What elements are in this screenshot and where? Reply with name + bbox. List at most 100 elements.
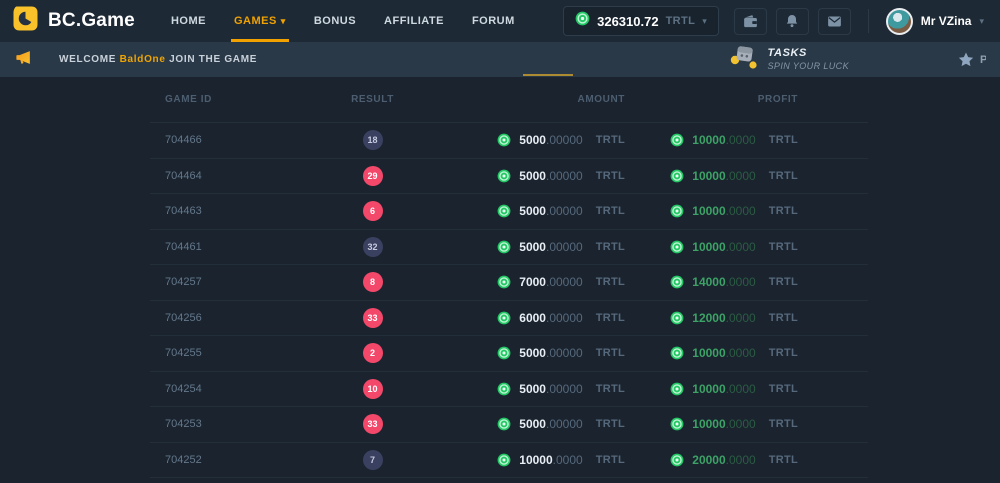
currency-label: TRTL <box>595 382 625 395</box>
result-badge: 10 <box>362 378 383 399</box>
coin-icon <box>670 346 684 360</box>
coin-icon <box>497 240 511 254</box>
megaphone-icon <box>14 48 33 72</box>
profit-integer: 10000 <box>692 204 726 219</box>
table-row[interactable]: 704464 29 5000.00000 TRTL 10000.0000 TRT… <box>150 159 868 194</box>
table-row[interactable]: 704463 6 5000.00000 TRTL 10000.0000 TRTL <box>150 194 868 230</box>
profit-cell: 10000.0000 TRTL <box>625 204 798 218</box>
amount-decimals: .00000 <box>545 310 583 325</box>
amount-cell: 10000.0000 TRTL <box>430 453 625 467</box>
result-badge: 32 <box>362 236 383 257</box>
amount-integer: 7000 <box>519 275 546 290</box>
coin-icon <box>497 275 511 289</box>
amount-cell: 5000.00000 TRTL <box>430 382 625 396</box>
profit-cell: 20000.0000 TRTL <box>625 453 798 467</box>
coin-icon <box>497 417 511 431</box>
currency-label: TRTL <box>768 169 798 182</box>
coin-icon <box>497 133 511 147</box>
profit-cell: 10000.0000 TRTL <box>625 133 798 147</box>
profit-cell: 10000.0000 TRTL <box>625 382 798 396</box>
currency-label: TRTL <box>768 347 798 360</box>
table-row[interactable]: 704253 33 5000.00000 TRTL 10000.0000 TRT… <box>150 407 868 443</box>
bell-icon <box>787 15 798 28</box>
table-row[interactable]: 704461 32 5000.00000 TRTL 10000.0000 TRT… <box>150 230 868 265</box>
table-row[interactable]: 704254 10 5000.00000 TRTL 10000.0000 TRT… <box>150 372 868 407</box>
currency-label: TRTL <box>768 240 798 253</box>
amount-decimals: .00000 <box>545 275 583 290</box>
table-header-row: GAME ID RESULT AMOUNT PROFIT <box>150 77 868 123</box>
announcement-message: WELCOME BaldOne JOIN THE GAME <box>59 54 257 65</box>
avatar <box>885 7 913 35</box>
amount-cell: 7000.00000 TRTL <box>430 275 625 289</box>
currency-label: TRTL <box>768 311 798 324</box>
balance-selector[interactable]: 326310.72 TRTL ▾ <box>563 6 719 36</box>
profit-integer: 10000 <box>692 239 726 254</box>
table-row[interactable]: 704257 8 7000.00000 TRTL 14000.0000 TRTL <box>150 265 868 301</box>
topbar-divider <box>867 9 869 33</box>
tasks-subtitle: SPIN YOUR LUCK <box>767 60 849 71</box>
messages-button[interactable] <box>817 7 851 35</box>
user-menu[interactable]: Mr VZina ▾ <box>885 7 984 35</box>
result-badge: 18 <box>362 130 383 151</box>
coin-icon <box>670 240 684 254</box>
nav-item-games[interactable]: GAMES ▾ <box>230 0 289 42</box>
header-amount: AMOUNT <box>577 94 625 105</box>
currency-label: TRTL <box>768 276 798 289</box>
tasks-widget[interactable]: TASKS SPIN YOUR LUCK <box>729 44 849 75</box>
profit-decimals: .0000 <box>725 346 756 361</box>
table-row[interactable]: 704252 7 10000.0000 TRTL 20000.0000 TRTL <box>150 443 868 478</box>
amount-decimals: .00000 <box>545 168 583 183</box>
result-badge: 29 <box>362 165 383 186</box>
top-navigation-bar: BC.Game HOME GAMES ▾ BONUS AFFILIATE FOR… <box>0 0 1000 42</box>
table-row[interactable]: 704256 33 6000.00000 TRTL 12000.0000 TRT… <box>150 301 868 336</box>
profit-integer: 20000 <box>692 452 726 467</box>
amount-cell: 5000.00000 TRTL <box>430 169 625 183</box>
amount-integer: 6000 <box>519 310 546 325</box>
profit-integer: 10000 <box>692 346 726 361</box>
nav-item-bonus[interactable]: BONUS <box>313 15 357 27</box>
brand-logo[interactable]: BC.Game <box>12 5 135 37</box>
header-result: RESULT <box>351 94 394 105</box>
coin-icon <box>670 311 684 325</box>
chevron-down-icon: ▾ <box>280 15 286 26</box>
game-id-cell: 704463 <box>165 205 202 218</box>
game-id-cell: 704464 <box>165 169 202 182</box>
game-id-cell: 704254 <box>165 382 202 395</box>
brand-name: BC.Game <box>48 10 135 31</box>
notifications-button[interactable] <box>775 7 809 35</box>
coin-icon <box>670 453 684 467</box>
coin-icon <box>497 169 511 183</box>
game-id-cell: 704252 <box>165 453 202 466</box>
result-badge: 7 <box>362 449 383 470</box>
coin-icon <box>670 382 684 396</box>
profit-decimals: .0000 <box>725 417 756 432</box>
table-row[interactable]: 704255 2 5000.00000 TRTL 10000.0000 TRTL <box>150 336 868 372</box>
coin-icon <box>497 204 511 218</box>
result-badge: 33 <box>362 307 383 328</box>
currency-label: TRTL <box>768 382 798 395</box>
profit-decimals: .0000 <box>725 310 756 325</box>
currency-label: TRTL <box>595 276 625 289</box>
profit-cell: 14000.0000 TRTL <box>625 275 798 289</box>
amount-decimals: .00000 <box>545 133 583 148</box>
amount-cell: 6000.00000 TRTL <box>430 311 625 325</box>
profit-cell: 10000.0000 TRTL <box>625 346 798 360</box>
nav-item-home[interactable]: HOME <box>170 15 206 27</box>
currency-label: TRTL <box>595 453 625 466</box>
game-id-cell: 704461 <box>165 240 202 253</box>
nav-item-forum[interactable]: FORUM <box>471 15 515 27</box>
profit-cell: 10000.0000 TRTL <box>625 417 798 431</box>
announcement-bar: WELCOME BaldOne JOIN THE GAME TASKS <box>0 42 1000 77</box>
chevron-down-icon: ▾ <box>702 15 707 26</box>
announcement-right: TASKS SPIN YOUR LUCK P <box>729 44 986 75</box>
wallet-icon <box>743 14 757 27</box>
profit-integer: 10000 <box>692 417 726 432</box>
amount-cell: 5000.00000 TRTL <box>430 133 625 147</box>
amount-integer: 10000 <box>519 452 553 467</box>
chevron-down-icon: ▾ <box>979 15 984 26</box>
fairness-link[interactable]: P <box>957 51 986 69</box>
table-row[interactable]: 704466 18 5000.00000 TRTL 10000.0000 TRT… <box>150 123 868 159</box>
amount-integer: 5000 <box>519 346 546 361</box>
wallet-button[interactable] <box>733 7 767 35</box>
nav-item-affiliate[interactable]: AFFILIATE <box>384 15 444 27</box>
